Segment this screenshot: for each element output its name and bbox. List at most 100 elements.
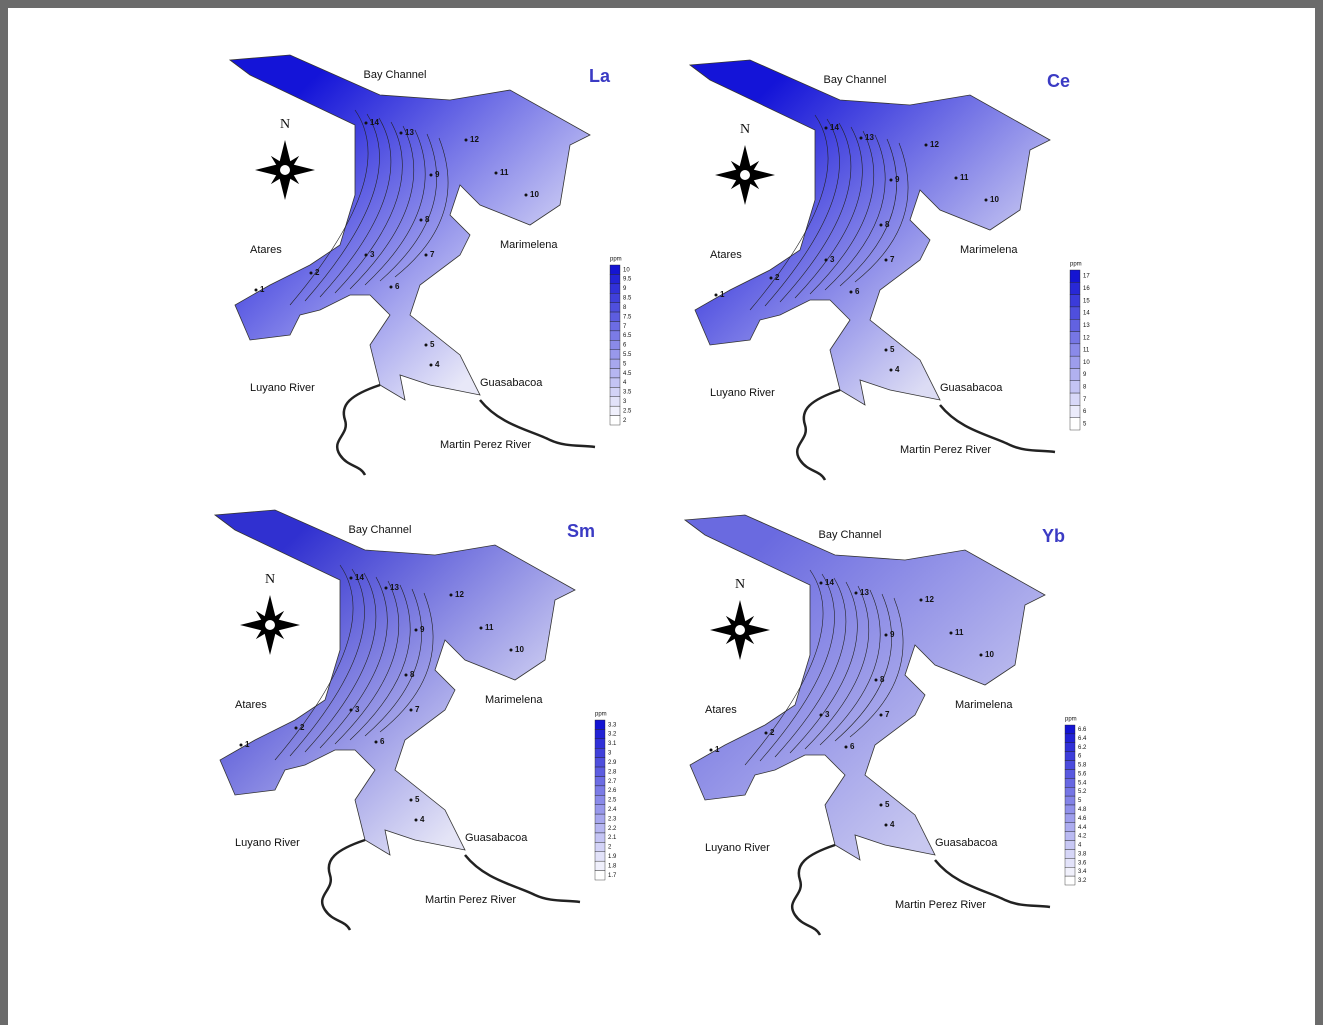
legend-tick-label: 4.6 xyxy=(1078,816,1087,822)
legend-swatch xyxy=(595,720,605,729)
station-dot xyxy=(350,577,353,580)
legend-tick-label: 7 xyxy=(623,324,627,330)
place-label: Atares xyxy=(235,699,267,711)
legend-swatch xyxy=(610,312,620,321)
legend-swatch xyxy=(610,406,620,415)
legend-tick-label: 2 xyxy=(608,845,612,851)
north-label: N xyxy=(265,572,275,587)
legend-tick-label: 4.5 xyxy=(623,371,632,377)
station-label: 1 xyxy=(715,745,720,754)
place-label: Martin Perez River xyxy=(440,439,531,451)
place-label: Marimelena xyxy=(960,244,1018,256)
legend-tick-label: 8.5 xyxy=(623,296,632,302)
station-label: 4 xyxy=(435,360,440,369)
bay-area xyxy=(690,60,1050,405)
legend-swatch xyxy=(610,387,620,396)
legend-swatch xyxy=(1070,282,1080,294)
legend-tick-label: 1.9 xyxy=(608,854,617,860)
station-label: 5 xyxy=(885,800,890,809)
legend-swatch xyxy=(595,776,605,785)
station-label: 7 xyxy=(890,255,895,264)
legend-swatch xyxy=(1065,849,1075,858)
legend-tick-label: 2 xyxy=(623,418,627,424)
legend-tick-label: 6.4 xyxy=(1078,736,1087,742)
legend-tick-label: 6 xyxy=(623,343,627,349)
legend-tick-label: 2.5 xyxy=(623,408,632,414)
legend-tick-label: 8 xyxy=(1083,385,1087,391)
station-dot xyxy=(450,594,453,597)
legend-unit: ppm xyxy=(1065,717,1077,723)
legend-swatch xyxy=(610,274,620,283)
legend-swatch xyxy=(610,303,620,312)
legend-tick-label: 6 xyxy=(1083,409,1087,415)
legend-tick-label: 4 xyxy=(623,380,627,386)
station-dot xyxy=(980,654,983,657)
place-label: Marimelena xyxy=(485,694,543,706)
legend-swatch xyxy=(1065,867,1075,876)
legend-swatch xyxy=(610,369,620,378)
station-dot xyxy=(430,174,433,177)
legend-swatch xyxy=(610,284,620,293)
station-dot xyxy=(405,674,408,677)
place-label: Luyano River xyxy=(235,837,300,849)
station-label: 6 xyxy=(395,282,400,291)
legend-swatch xyxy=(1065,823,1075,832)
station-dot xyxy=(955,177,958,180)
legend-swatch xyxy=(595,814,605,823)
legend-tick-label: 1.7 xyxy=(608,873,617,879)
legend-unit: ppm xyxy=(610,257,622,263)
station-label: 4 xyxy=(895,365,900,374)
station-dot xyxy=(820,714,823,717)
legend-swatch xyxy=(610,350,620,359)
place-label: Atares xyxy=(710,249,742,261)
station-dot xyxy=(715,294,718,297)
legend-tick-label: 5 xyxy=(1083,421,1087,427)
station-dot xyxy=(850,291,853,294)
legend-tick-label: 3.8 xyxy=(1078,851,1087,857)
legend-tick-label: 5.4 xyxy=(1078,780,1087,786)
station-dot xyxy=(885,824,888,827)
place-label: Martin Perez River xyxy=(425,894,516,906)
station-dot xyxy=(410,799,413,802)
legend-swatch xyxy=(610,416,620,425)
legend-unit: ppm xyxy=(1070,262,1082,268)
legend-swatch xyxy=(1065,769,1075,778)
station-dot xyxy=(310,272,313,275)
legend-swatch xyxy=(1070,270,1080,282)
station-label: 11 xyxy=(485,623,494,632)
legend-tick-label: 2.2 xyxy=(608,826,617,832)
station-label: 13 xyxy=(405,128,414,137)
station-label: 2 xyxy=(770,728,775,737)
station-dot xyxy=(480,627,483,630)
legend-swatch xyxy=(610,378,620,387)
station-dot xyxy=(885,259,888,262)
compass-rose xyxy=(255,140,315,200)
station-dot xyxy=(390,286,393,289)
station-label: 12 xyxy=(470,135,479,144)
station-label: 7 xyxy=(430,250,435,259)
station-label: 9 xyxy=(435,170,440,179)
station-label: 9 xyxy=(420,625,425,634)
legend-swatch xyxy=(1070,319,1080,331)
station-label: 14 xyxy=(370,118,379,127)
legend-tick-label: 11 xyxy=(1083,348,1090,354)
place-label: Bay Channel xyxy=(364,69,427,81)
legend-tick-label: 4 xyxy=(1078,843,1082,849)
place-label: Marimelena xyxy=(500,239,558,251)
station-dot xyxy=(880,714,883,717)
place-label: Atares xyxy=(705,704,737,716)
legend-swatch xyxy=(595,767,605,776)
legend-tick-label: 2.6 xyxy=(608,788,617,794)
station-label: 10 xyxy=(985,650,994,659)
legend-tick-label: 3.4 xyxy=(1078,869,1087,875)
legend-tick-label: 8 xyxy=(623,305,627,311)
station-dot xyxy=(350,709,353,712)
station-dot xyxy=(495,172,498,175)
legend-swatch xyxy=(1065,858,1075,867)
station-label: 8 xyxy=(425,215,430,224)
river xyxy=(322,840,365,930)
legend-tick-label: 12 xyxy=(1083,335,1090,341)
legend-tick-label: 10 xyxy=(623,267,630,273)
station-label: 3 xyxy=(825,710,830,719)
